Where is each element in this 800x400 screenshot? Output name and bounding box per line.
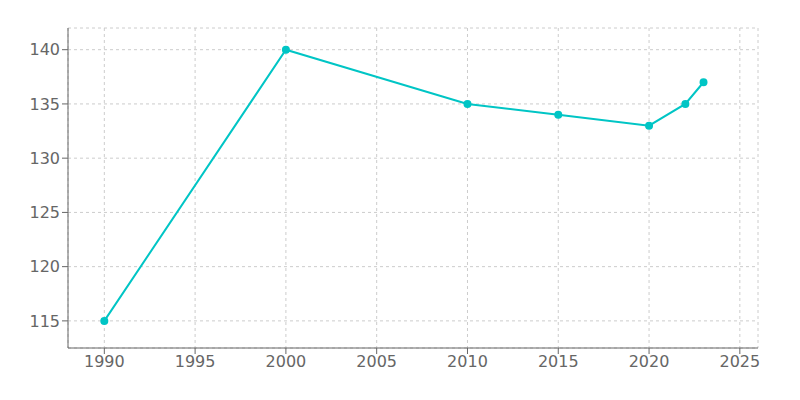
svg-text:2025: 2025: [719, 352, 760, 371]
svg-text:135: 135: [29, 95, 60, 114]
svg-text:140: 140: [29, 40, 60, 59]
svg-text:120: 120: [29, 257, 60, 276]
svg-text:2015: 2015: [538, 352, 579, 371]
svg-text:1990: 1990: [84, 352, 125, 371]
svg-text:2010: 2010: [447, 352, 488, 371]
svg-text:2000: 2000: [266, 352, 307, 371]
svg-text:2005: 2005: [356, 352, 397, 371]
svg-text:1995: 1995: [175, 352, 216, 371]
svg-text:2020: 2020: [629, 352, 670, 371]
svg-text:130: 130: [29, 149, 60, 168]
svg-text:115: 115: [29, 312, 60, 331]
svg-text:125: 125: [29, 203, 60, 222]
